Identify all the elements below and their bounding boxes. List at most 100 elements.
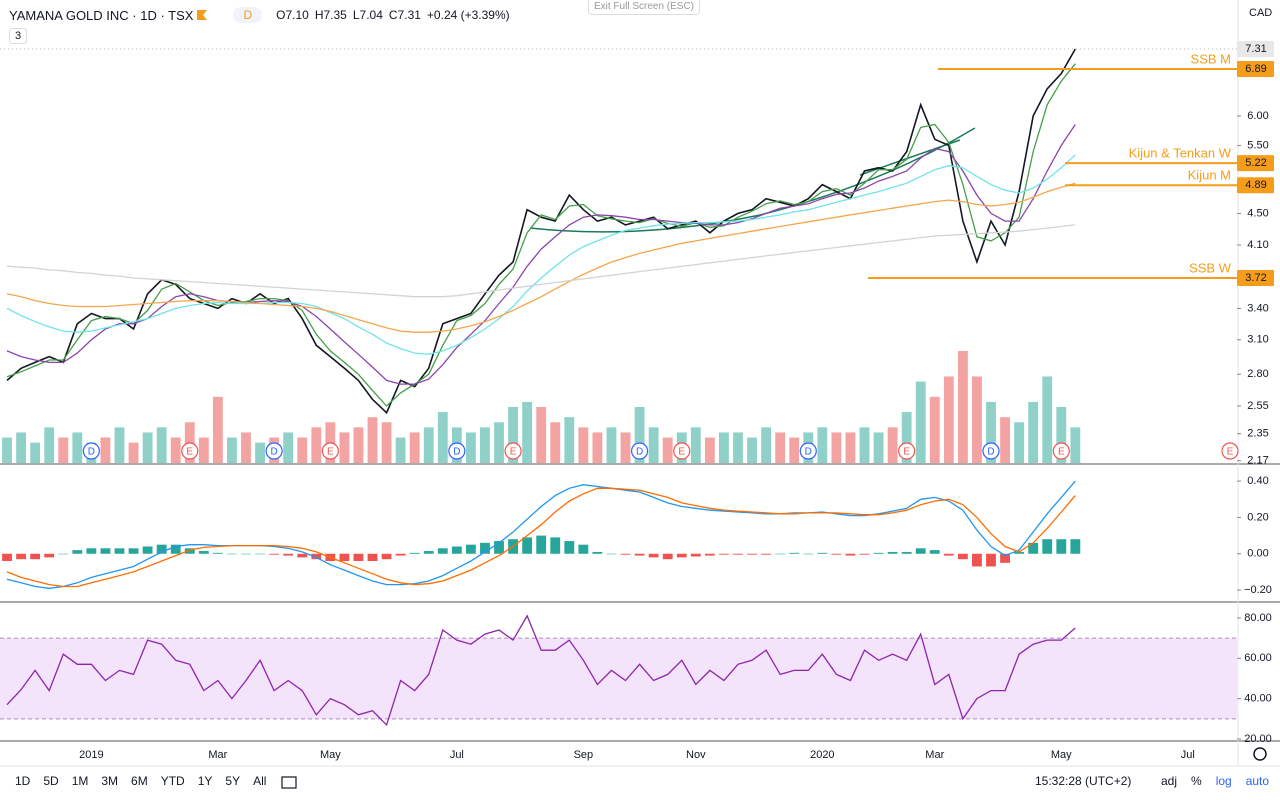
- range-buttons: 1D 5D 1M 3M 6M YTD 1Y 5Y All: [15, 774, 266, 788]
- histogram-bar: [1056, 539, 1067, 554]
- volume-bar: [30, 442, 41, 463]
- volume-bar: [761, 427, 772, 463]
- range-button[interactable]: 3M: [101, 774, 119, 788]
- exit-fullscreen[interactable]: Exit Full Screen (ESC): [588, 0, 700, 15]
- volume-bar: [592, 432, 603, 463]
- range-button[interactable]: 6M: [131, 774, 148, 788]
- ohlc: O7.10 H7.35 L7.04 C7.31 +0.24 (+3.39%): [276, 8, 510, 22]
- histogram-bar: [227, 553, 237, 555]
- volume-bar: [972, 376, 982, 463]
- level-name: Kijun & Tenkan W: [1129, 146, 1232, 161]
- volume-bar: [690, 427, 701, 463]
- ohlc-open: O7.10: [276, 8, 309, 22]
- toolbar: 1D 5D 1M 3M 6M YTD 1Y 5Y All 15:32:28 (UTC+2) ad…: [0, 774, 1280, 794]
- range-button[interactable]: 1D: [15, 774, 31, 788]
- calendar-icon[interactable]: [281, 776, 297, 789]
- trend-curve: [529, 127, 976, 233]
- event-label: E: [903, 447, 910, 458]
- scale-option[interactable]: adj: [1161, 774, 1178, 788]
- range-button[interactable]: 1Y: [197, 774, 213, 788]
- histogram-bar: [676, 553, 687, 558]
- volume-bar: [198, 437, 209, 463]
- event-circle: [504, 442, 522, 460]
- histogram-bar: [198, 551, 209, 554]
- volume-bar: [297, 437, 308, 463]
- volume-bar: [1042, 376, 1053, 463]
- event-marker[interactable]: E: [1221, 442, 1239, 460]
- volume-bar: [100, 437, 111, 463]
- histogram-bar: [44, 553, 55, 558]
- flag-icon[interactable]: [197, 10, 207, 20]
- range-button[interactable]: 1M: [71, 774, 89, 788]
- event-label: E: [327, 447, 334, 458]
- volume-bar: [578, 427, 589, 463]
- event-circle: [630, 442, 649, 460]
- volume-bar: [873, 432, 884, 463]
- event-label: E: [678, 447, 685, 458]
- event-marker[interactable]: D: [799, 442, 817, 460]
- volume-bar: [156, 427, 167, 463]
- x-tick-label: May: [320, 749, 341, 761]
- series-line: [6, 182, 1076, 333]
- settings-icon[interactable]: [1253, 747, 1267, 761]
- volume-bar: [536, 407, 547, 463]
- volume-bar: [114, 427, 125, 463]
- event-marker[interactable]: E: [504, 442, 522, 460]
- histogram-bar: [451, 546, 462, 554]
- rsi-band: [0, 638, 1237, 719]
- histogram-bar: [142, 546, 153, 554]
- event-circle: [1052, 442, 1070, 460]
- event-circle: [898, 442, 916, 460]
- scale-option[interactable]: auto: [1245, 774, 1270, 788]
- x-tick-label: 2020: [810, 749, 834, 761]
- histogram-bar: [494, 541, 504, 554]
- range-button[interactable]: 5Y: [225, 774, 241, 788]
- volume-bar: [255, 442, 265, 463]
- badge[interactable]: D: [233, 7, 263, 23]
- histogram-bar: [578, 544, 589, 554]
- symbol-title: YAMANA GOLD INC · 1D · TSX: [9, 7, 194, 23]
- event-marker[interactable]: D: [82, 442, 100, 460]
- scale-option[interactable]: log: [1215, 774, 1232, 788]
- y-tick-label: 3.10: [1247, 334, 1268, 346]
- event-marker[interactable]: D: [265, 442, 283, 460]
- level-tag-label: 3.72: [1245, 272, 1266, 284]
- volume-bar: [1070, 427, 1081, 463]
- histogram-bar: [1070, 539, 1081, 554]
- y-tick-label: 3.40: [1247, 302, 1268, 314]
- volume-bar: [831, 432, 842, 463]
- histogram-bar: [972, 553, 982, 567]
- volume-bar: [2, 437, 12, 463]
- histogram-bar: [58, 553, 69, 555]
- event-marker[interactable]: E: [673, 442, 691, 460]
- volume-bar: [845, 432, 856, 463]
- y-tick-label: 0.40: [1247, 475, 1268, 487]
- event-circle: [321, 442, 339, 460]
- event-marker[interactable]: E: [1052, 442, 1070, 460]
- event-marker[interactable]: E: [181, 442, 199, 460]
- scale-option[interactable]: %: [1191, 774, 1202, 788]
- event-marker[interactable]: E: [321, 442, 339, 460]
- histogram-bar: [592, 551, 603, 554]
- event-marker[interactable]: D: [448, 442, 466, 460]
- volume-bar: [508, 407, 518, 463]
- histogram-bar: [128, 548, 139, 554]
- event-marker[interactable]: D: [630, 442, 649, 460]
- volume-bar: [465, 432, 476, 463]
- volume-bar: [817, 427, 828, 463]
- event-marker[interactable]: E: [898, 442, 916, 460]
- indicator-count[interactable]: 3: [9, 28, 28, 44]
- last-price-label: 7.31: [1245, 43, 1266, 55]
- volume-bar: [522, 401, 533, 463]
- histogram-bar: [86, 548, 97, 554]
- range-button[interactable]: All: [253, 774, 267, 788]
- histogram-bar: [381, 553, 392, 560]
- event-marker[interactable]: D: [982, 442, 1000, 460]
- range-button[interactable]: YTD: [160, 774, 185, 788]
- volume-bar: [648, 427, 659, 463]
- histogram-bar: [943, 553, 954, 556]
- range-button[interactable]: 5D: [43, 774, 59, 788]
- histogram-bar: [634, 553, 645, 556]
